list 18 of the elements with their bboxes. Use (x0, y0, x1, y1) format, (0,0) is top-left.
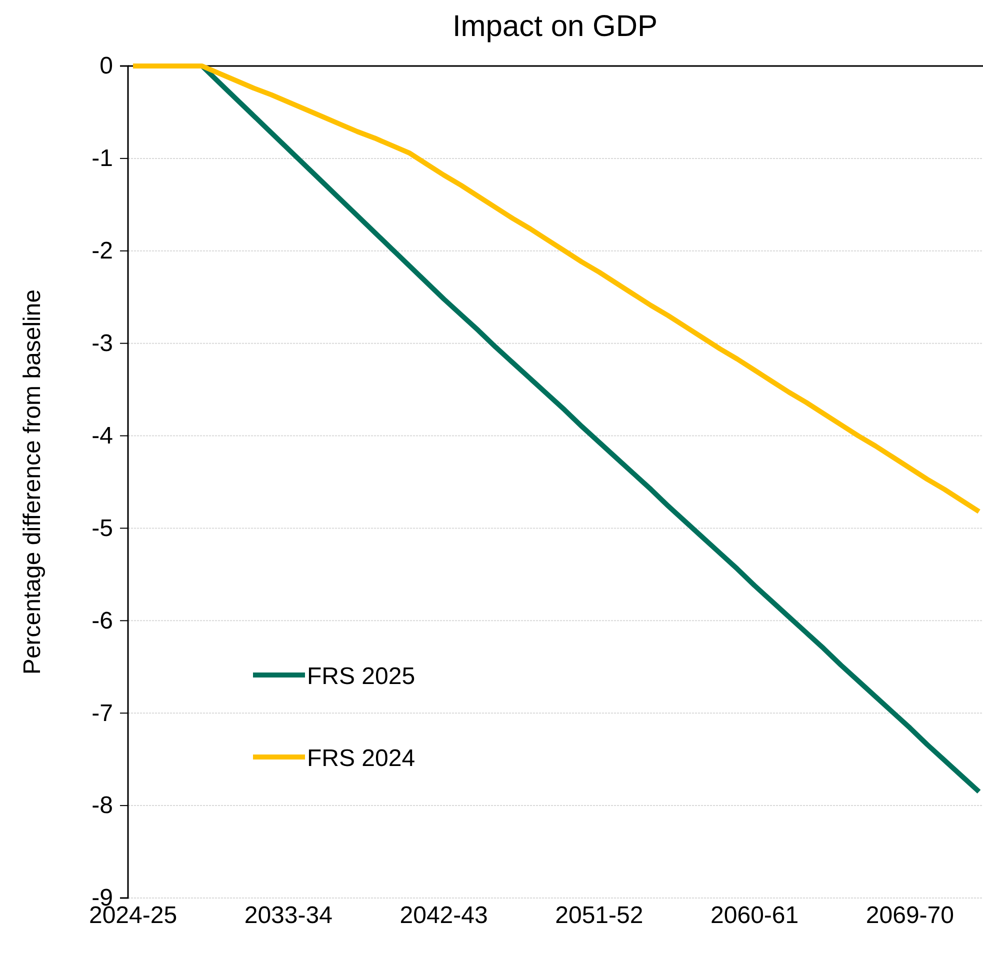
y-tick-label: -4 (92, 422, 113, 450)
y-tick-label: 0 (100, 52, 113, 80)
y-tick-label: -3 (92, 330, 113, 358)
x-tick-label: 2060-61 (710, 902, 799, 929)
chart-title: Impact on GDP (452, 10, 658, 43)
y-tick-label: -1 (92, 145, 113, 172)
x-tick-label: 2042-43 (400, 902, 488, 929)
legend-label: FRS 2024 (307, 745, 416, 772)
y-tick-label: -5 (92, 514, 113, 542)
y-tick-label: -7 (92, 700, 113, 727)
x-tick-label: 2051-52 (555, 902, 644, 929)
legend-label: FRS 2025 (307, 663, 416, 690)
y-axis-title: Percentage difference from baseline (19, 289, 46, 675)
x-tick-label: 2069-70 (866, 902, 954, 929)
y-tick-label: -6 (92, 607, 113, 634)
x-tick-label: 2033-34 (244, 902, 332, 929)
y-tick-label: -8 (92, 792, 113, 820)
y-tick-label: -2 (92, 238, 113, 265)
